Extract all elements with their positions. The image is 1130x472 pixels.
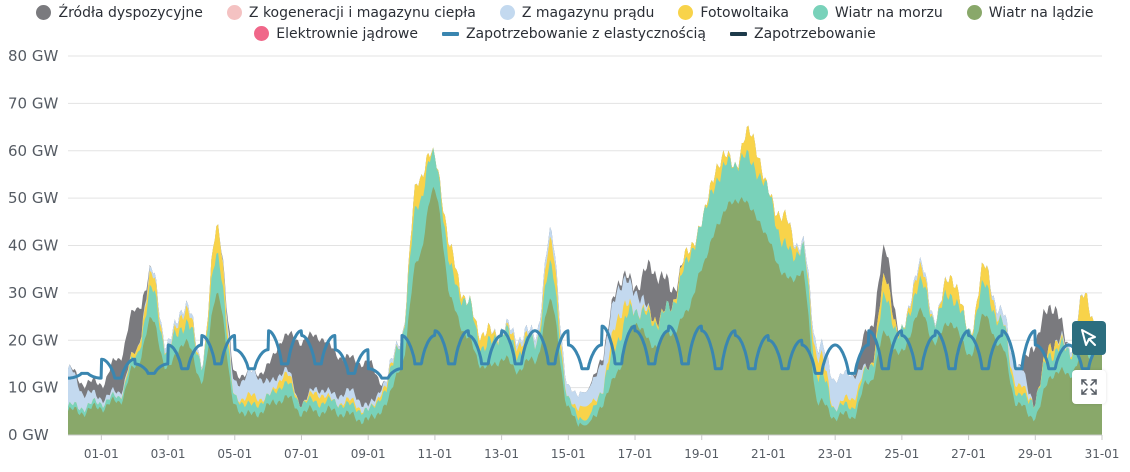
- x-tick-label: 01-01: [84, 447, 119, 461]
- legend-item-fotowoltaika[interactable]: Fotowoltaika: [678, 4, 789, 21]
- legend-swatch: [36, 5, 52, 20]
- line-zapotrzebowanie-z-elastycznoscia: [67, 324, 1103, 380]
- legend-row: Elektrownie jądrowe Zapotrzebowanie z ela…: [0, 23, 1130, 44]
- legend-swatch: [812, 5, 828, 20]
- legend-row: Źródła dyspozycyjne Z kogeneracji i magaz…: [0, 2, 1130, 23]
- legend-item-z-kogeneracji-i-magazynu-ciepla[interactable]: Z kogeneracji i magazynu ciepła: [226, 4, 476, 21]
- fullscreen-button[interactable]: [1072, 370, 1106, 404]
- legend-label: Fotowoltaika: [700, 4, 789, 21]
- legend-label: Źródła dyspozycyjne: [58, 4, 203, 21]
- x-tick-label: 29-01: [1018, 447, 1053, 461]
- legend-item-zrodla-dyspozycyjne[interactable]: Źródła dyspozycyjne: [36, 4, 203, 21]
- y-tick-label: 20 GW: [8, 331, 58, 349]
- x-tick-label: 21-01: [751, 447, 786, 461]
- legend-swatch: [441, 31, 459, 36]
- legend-label: Elektrownie jądrowe: [276, 25, 418, 42]
- cursor-icon: [1081, 329, 1096, 346]
- legend-item-wiatr-na-ladzie[interactable]: Wiatr na lądzie: [966, 4, 1094, 21]
- x-tick-label: 19-01: [684, 447, 719, 461]
- x-tick-label: 07-01: [284, 447, 319, 461]
- cursor-tool-button[interactable]: [1072, 321, 1106, 355]
- y-tick-label: 30 GW: [8, 284, 58, 302]
- legend-label: Z magazynu prądu: [521, 4, 655, 21]
- legend-item-zapotrzebowanie[interactable]: Zapotrzebowanie: [730, 26, 876, 42]
- x-tick-label: 23-01: [818, 447, 853, 461]
- x-tick-label: 05-01: [217, 447, 252, 461]
- legend-swatch: [966, 5, 982, 20]
- y-tick-label: 40 GW: [8, 237, 58, 255]
- x-tick-label: 15-01: [551, 447, 586, 461]
- legend-swatch: [499, 5, 515, 20]
- x-tick-label: 17-01: [618, 447, 653, 461]
- legend-label: Zapotrzebowanie: [754, 25, 876, 42]
- y-tick-label: 70 GW: [8, 94, 58, 112]
- y-tick-label: 0 GW: [8, 426, 49, 444]
- x-tick-label: 11-01: [417, 447, 452, 461]
- chart-legend: Źródła dyspozycyjne Z kogeneracji i magaz…: [0, 2, 1130, 44]
- x-tick-label: 31-01: [1085, 447, 1120, 461]
- legend-item-elektrownie-jadrowe[interactable]: Elektrownie jądrowe: [254, 26, 418, 42]
- legend-label: Wiatr na lądzie: [988, 4, 1094, 21]
- x-tick-label: 27-01: [951, 447, 986, 461]
- y-tick-label: 80 GW: [8, 47, 58, 65]
- x-tick-label: 25-01: [884, 447, 919, 461]
- area-wiatr-na-ladzie: [68, 186, 1102, 435]
- legend-label: Zapotrzebowanie z elastycznością: [465, 25, 706, 42]
- y-tick-label: 10 GW: [8, 379, 58, 397]
- legend-item-zapotrzebowanie-z-elastycznoscia[interactable]: Zapotrzebowanie z elastycznością: [441, 25, 706, 42]
- x-tick-label: 03-01: [151, 447, 186, 461]
- expand-icon: [1081, 379, 1097, 395]
- legend-item-z-magazynu-pradu[interactable]: Z magazynu prądu: [499, 4, 655, 21]
- legend-swatch: [226, 5, 242, 20]
- y-tick-label: 60 GW: [8, 142, 58, 160]
- x-tick-label: 13-01: [484, 447, 519, 461]
- x-tick-label: 09-01: [351, 447, 386, 461]
- legend-label: Z kogeneracji i magazynu ciepła: [248, 4, 476, 21]
- legend-swatch: [254, 26, 270, 41]
- y-tick-label: 50 GW: [8, 189, 58, 207]
- legend-label: Wiatr na morzu: [834, 4, 943, 21]
- legend-swatch: [678, 5, 694, 20]
- legend-swatch: [730, 31, 747, 36]
- area-zrodla-dyspozycyjne: [68, 125, 1102, 435]
- legend-item-wiatr-na-morzu[interactable]: Wiatr na morzu: [812, 4, 943, 21]
